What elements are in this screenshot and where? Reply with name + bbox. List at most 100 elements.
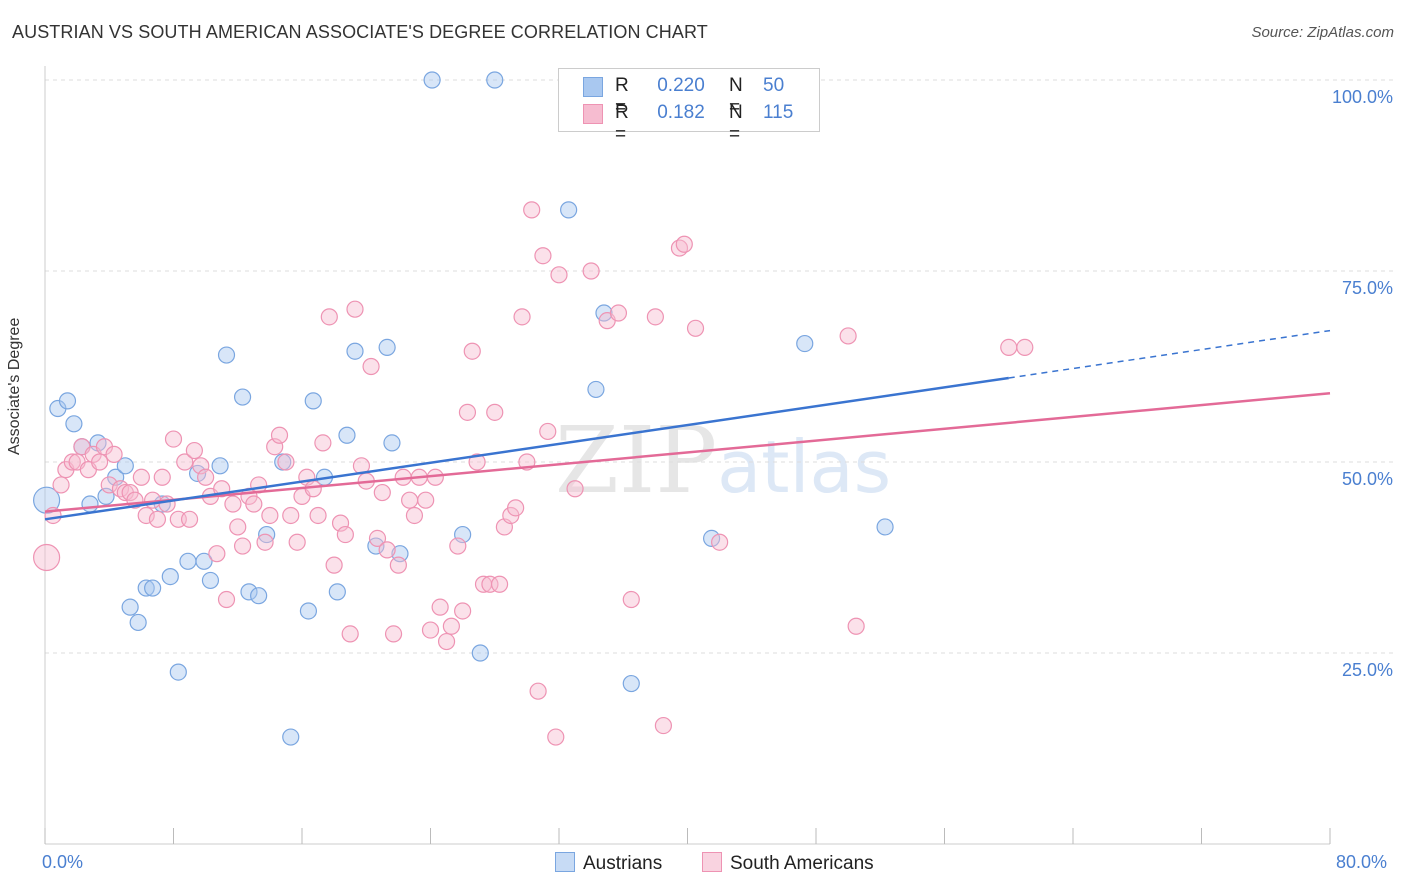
south-americans-point bbox=[389, 556, 407, 574]
austrians-point bbox=[65, 415, 83, 433]
south-americans-point bbox=[566, 480, 584, 498]
south-americans-point bbox=[229, 518, 247, 536]
source-label: Source: ZipAtlas.com bbox=[1251, 24, 1394, 41]
south-americans-point bbox=[256, 533, 274, 551]
south-americans-point bbox=[185, 441, 203, 460]
r-value: 0.182 bbox=[657, 102, 705, 123]
south-americans-point bbox=[304, 480, 322, 498]
south-americans-point bbox=[261, 506, 279, 525]
n-value: 50 bbox=[763, 75, 785, 96]
south-americans-point bbox=[437, 632, 456, 651]
south-americans-point bbox=[277, 453, 295, 471]
austrians-point bbox=[304, 392, 322, 410]
r-value: 0.220 bbox=[657, 75, 705, 96]
south-americans-point bbox=[341, 625, 359, 643]
south-americans-point bbox=[373, 483, 391, 502]
austrians-point bbox=[471, 644, 489, 662]
austrians-point bbox=[282, 728, 300, 746]
south-americans-point bbox=[320, 308, 338, 326]
austrians-point bbox=[587, 380, 605, 399]
austrians-point bbox=[161, 567, 179, 586]
south-americans-point bbox=[217, 590, 236, 609]
austrians-point bbox=[116, 457, 134, 475]
south-americans-point bbox=[654, 716, 673, 735]
austrians-point bbox=[338, 426, 356, 444]
south-americans-point bbox=[346, 300, 364, 318]
south-americans-point bbox=[417, 491, 435, 509]
south-americans-point bbox=[675, 235, 693, 253]
y-tick-label: 100.0% bbox=[1331, 87, 1393, 107]
austrians-swatch bbox=[583, 77, 603, 97]
south-americans-point bbox=[384, 625, 403, 643]
south-americans-point bbox=[622, 590, 640, 609]
south-americans-point bbox=[454, 602, 472, 620]
south-americans-point bbox=[148, 510, 167, 528]
south-americans-point bbox=[468, 453, 486, 471]
austrians-point bbox=[250, 587, 268, 605]
y-tick-label: 50.0% bbox=[1341, 469, 1393, 489]
south-americans-trend-line bbox=[44, 391, 1331, 513]
south-americans-point bbox=[91, 453, 109, 471]
south-americans-point bbox=[405, 506, 424, 525]
austrians-point bbox=[195, 552, 213, 570]
austrians-point bbox=[486, 71, 504, 89]
south-americans-point bbox=[137, 506, 155, 525]
south-americans-point bbox=[401, 491, 419, 509]
legend-item-south-americans[interactable]: South Americans bbox=[702, 852, 874, 875]
austrians-point bbox=[33, 486, 61, 514]
austrians-point bbox=[211, 457, 229, 475]
austrians-point bbox=[58, 392, 77, 410]
south-americans-point bbox=[105, 445, 123, 463]
y-tick-label: 25.0% bbox=[1341, 660, 1393, 680]
south-americans-point bbox=[421, 621, 440, 639]
south-americans-point bbox=[63, 453, 81, 471]
south-americans-point bbox=[534, 247, 552, 265]
austrians-point bbox=[378, 338, 396, 356]
austrians-point bbox=[201, 571, 220, 590]
south-americans-point bbox=[490, 575, 509, 593]
south-americans-point bbox=[507, 499, 525, 517]
austrians-point bbox=[179, 552, 197, 570]
x-tick-label: 80.0% bbox=[1336, 852, 1388, 872]
south-americans-legend-swatch bbox=[702, 852, 722, 872]
south-americans-point bbox=[233, 537, 252, 555]
south-americans-point bbox=[550, 266, 568, 284]
south-americans-point bbox=[325, 556, 343, 574]
r-label: R = bbox=[615, 102, 629, 145]
south-americans-point bbox=[431, 598, 449, 616]
south-americans-point bbox=[547, 728, 565, 746]
south-americans-point bbox=[646, 308, 664, 326]
austrians-point bbox=[622, 674, 640, 693]
austrians-legend-label: Austrians bbox=[583, 853, 663, 874]
y-tick-label: 75.0% bbox=[1341, 278, 1393, 298]
south-americans-point bbox=[458, 403, 477, 421]
south-americans-point bbox=[513, 308, 531, 326]
south-americans-point bbox=[314, 434, 332, 452]
south-americans-point bbox=[609, 304, 628, 322]
legend-item-austrians[interactable]: Austrians bbox=[555, 852, 662, 875]
south-americans-point bbox=[711, 533, 729, 551]
south-americans-point bbox=[309, 506, 327, 525]
austrians-point bbox=[121, 598, 139, 616]
austrians-point bbox=[299, 602, 318, 620]
austrians-point bbox=[876, 518, 894, 536]
chart-title: AUSTRIAN VS SOUTH AMERICAN ASSOCIATE'S D… bbox=[12, 22, 708, 42]
south-americans-point bbox=[245, 495, 263, 513]
south-americans-point bbox=[1000, 338, 1018, 356]
south-americans-point bbox=[378, 541, 396, 559]
south-americans-point bbox=[33, 543, 61, 572]
south-americans-point bbox=[686, 319, 705, 337]
n-label: N = bbox=[729, 102, 743, 145]
south-americans-point bbox=[449, 537, 467, 555]
south-americans-point bbox=[197, 468, 215, 486]
austrians-point bbox=[383, 434, 401, 452]
south-americans-point bbox=[1016, 338, 1034, 356]
south-americans-point bbox=[362, 357, 380, 376]
austrians-point bbox=[129, 613, 147, 632]
r-label: R = bbox=[615, 75, 629, 118]
south-americans-point bbox=[153, 468, 171, 486]
austrians-trend-line bbox=[44, 376, 1009, 521]
austrians-trend-extension bbox=[1008, 329, 1331, 379]
austrians-point bbox=[137, 579, 155, 597]
south-americans-point bbox=[288, 533, 306, 551]
